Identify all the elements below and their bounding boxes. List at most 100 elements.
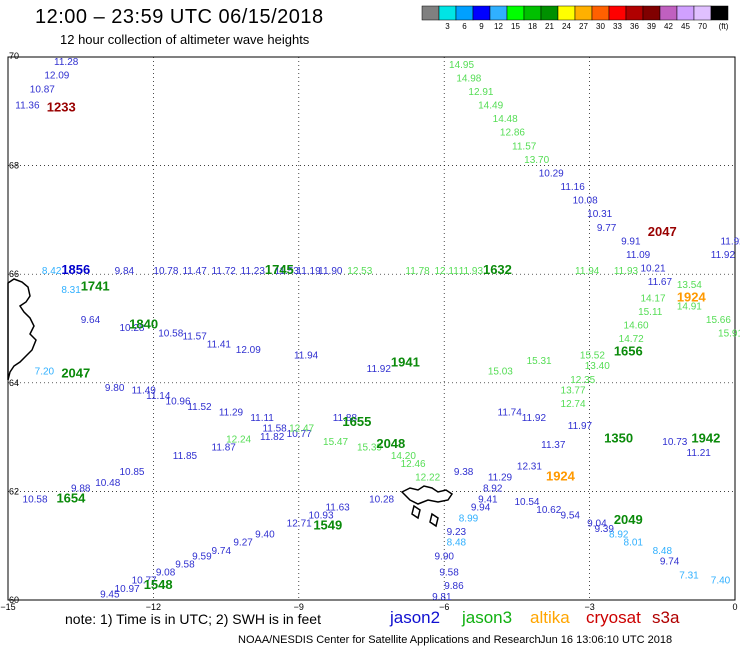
swh-value: 11.36 (15, 101, 40, 112)
legend-jason2: jason2 (390, 608, 441, 627)
swh-value: 12.09 (236, 345, 261, 356)
pass-time: 1942 (691, 431, 720, 446)
scale-swatch (489, 5, 508, 21)
scale-label: 27 (579, 22, 588, 31)
y-tick-label: 62 (9, 486, 19, 496)
scale-swatch (557, 5, 576, 21)
swh-value: 11.41 (207, 340, 232, 351)
swh-value: 11.88 (333, 413, 358, 424)
swh-value: 11.92 (367, 364, 392, 375)
pass-time: 1840 (129, 317, 158, 332)
swh-value: 15.03 (488, 367, 513, 378)
scale-swatch (421, 5, 440, 21)
swh-value: 8.92 (483, 483, 503, 494)
swh-value: 11.14 (146, 391, 171, 402)
track: 10.2911.1610.0810.319.779.9111.0910.2111… (539, 168, 740, 288)
swh-value: 8.48 (653, 546, 673, 557)
scale-swatch (676, 5, 695, 21)
swh-value: 10.31 (587, 209, 612, 220)
swh-value: 10.77 (287, 429, 312, 440)
swh-value: 11.97 (568, 421, 593, 432)
swh-value: 8.99 (459, 513, 479, 524)
generation-timestamp: Jun 16 13:06:10 UTC 2018 (540, 634, 673, 646)
swh-value: 11.21 (687, 448, 712, 459)
swh-value: 12.53 (347, 266, 372, 277)
scale-label: 12 (494, 22, 503, 31)
swh-value: 10.58 (158, 329, 183, 340)
swh-value: 10.85 (119, 467, 144, 478)
pass-time: 1548 (144, 577, 173, 592)
swh-value: 14.72 (619, 334, 644, 345)
swh-value: 9.81 (432, 592, 452, 603)
y-tick-label: 60 (9, 595, 19, 605)
scale-swatch (472, 5, 491, 21)
scale-swatch (693, 5, 712, 21)
swh-value: 11.82 (260, 432, 285, 443)
scale-swatch (710, 5, 729, 21)
scale-label: 33 (613, 22, 622, 31)
swh-value: 11.74 (498, 407, 523, 418)
swh-value: 11.57 (182, 331, 207, 342)
swh-value: 12.09 (44, 71, 69, 82)
swh-value: 12.74 (561, 399, 586, 410)
swh-value: 12.11 (435, 266, 460, 277)
pass-time: 1632 (483, 262, 512, 277)
y-tick-label: 70 (9, 51, 19, 61)
swh-value: 14.17 (640, 293, 665, 304)
swh-value: 13.40 (585, 361, 610, 372)
swh-value: 8.92 (609, 530, 629, 541)
swh-value: 11.57 (512, 141, 537, 152)
swh-value: 13.54 (677, 280, 702, 291)
track: 7.20 8.42 8.31 (35, 266, 82, 377)
swh-value: 14.48 (493, 114, 518, 125)
swh-value: 13.77 (561, 386, 586, 397)
swh-value: 10.87 (30, 84, 55, 95)
swh-value: 10.28 (369, 494, 394, 505)
swh-value: 9.91 (621, 236, 641, 247)
swh-value: 11.94 (575, 266, 600, 277)
swh-value: 9.74 (660, 557, 680, 568)
swh-value: 14.60 (624, 321, 649, 332)
swh-value: 10.54 (514, 497, 539, 508)
legend-jason3: jason3 (462, 608, 513, 627)
swh-value: 10.21 (640, 263, 665, 274)
pass-time: 1741 (81, 278, 110, 293)
swh-value: 9.86 (444, 581, 464, 592)
y-tick-label: 66 (9, 269, 19, 279)
pass-time: 2048 (376, 436, 405, 451)
faroe-islands (400, 485, 454, 528)
track: 9.23 9.90 9.58 9.869.81 9.74 (432, 527, 680, 603)
swh-value: 11.23 (241, 266, 266, 277)
swh-value: 12.46 (401, 459, 426, 470)
pass-time: 1655 (342, 414, 371, 429)
scale-label: 70 (698, 22, 707, 31)
pass-time: 1941 (391, 355, 420, 370)
swh-value: 10.48 (95, 478, 120, 489)
swh-value: 9.58 (175, 559, 195, 570)
swh-value: 11.92 (720, 236, 740, 247)
track: 13.54 14.91 14.17 15.11 14.60 14.72 15.91 15.66 (619, 280, 740, 345)
scale-unit: (ft) (719, 22, 729, 31)
swh-value: 10.96 (166, 397, 191, 408)
swh-value: 11.93 (459, 266, 484, 277)
swh-value: 9.54 (561, 511, 581, 522)
swh-value: 9.41 (478, 494, 498, 505)
x-tick-label: −9 (294, 602, 304, 612)
swh-value: 12.31 (517, 462, 542, 473)
swh-value: 11.16 (561, 182, 586, 193)
swh-value: 15.52 (580, 350, 605, 361)
swh-value: 11.92 (711, 250, 736, 261)
swh-value: 11.87 (212, 443, 237, 454)
swh-value: 10.97 (115, 584, 140, 595)
pass-time: 1656 (614, 344, 643, 359)
swh-value: 9.84 (115, 266, 135, 277)
swh-value: 7.40 (711, 576, 731, 587)
pass-time: 1924 (546, 469, 576, 484)
scale-swatch (574, 5, 593, 21)
swh-value: 11.94 (294, 350, 319, 361)
